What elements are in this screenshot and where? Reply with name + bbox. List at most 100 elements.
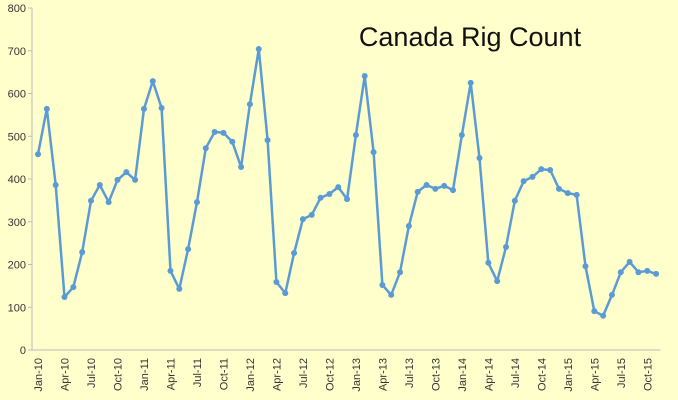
y-tick-label: 100	[8, 302, 26, 314]
data-point	[114, 176, 121, 183]
data-point	[193, 199, 200, 206]
data-point	[370, 149, 377, 156]
data-point	[158, 105, 165, 112]
data-point	[476, 155, 483, 162]
data-point	[617, 269, 624, 276]
y-tick-label: 500	[8, 131, 26, 143]
data-point	[211, 128, 218, 135]
data-point	[432, 185, 439, 192]
data-point	[582, 263, 589, 270]
data-point	[511, 197, 518, 204]
data-point	[185, 246, 192, 253]
data-point	[485, 259, 492, 266]
data-point	[653, 270, 660, 277]
data-point	[149, 78, 156, 85]
data-point	[423, 181, 430, 188]
data-point	[441, 182, 448, 189]
data-point	[140, 105, 147, 112]
x-tick-label: Apr-11	[165, 358, 177, 390]
data-point	[405, 223, 412, 230]
y-tick-label: 800	[8, 3, 26, 15]
data-point	[105, 199, 112, 206]
data-point	[87, 197, 94, 204]
data-point	[626, 258, 633, 265]
x-tick-label: Apr-14	[483, 358, 495, 391]
data-point	[35, 151, 42, 158]
x-tick-label: Jan-11	[139, 358, 151, 391]
data-point	[273, 279, 280, 286]
data-point	[600, 312, 607, 319]
data-point	[608, 291, 615, 298]
x-tick-label: Apr-12	[271, 358, 283, 391]
data-point	[564, 190, 571, 197]
data-point	[555, 185, 562, 192]
y-tick-label: 0	[20, 345, 26, 357]
data-point	[79, 249, 86, 256]
data-point	[291, 249, 298, 256]
data-point	[591, 308, 598, 315]
x-tick-label: Jul-10	[86, 358, 98, 388]
y-tick-label: 200	[8, 260, 26, 272]
data-point	[202, 145, 209, 152]
data-point	[317, 194, 324, 201]
data-point	[450, 187, 457, 194]
data-point	[529, 173, 536, 180]
y-tick-label: 300	[8, 217, 26, 229]
data-point	[388, 291, 395, 298]
x-tick-label: Jul-12	[298, 358, 310, 388]
x-tick-label: Jan-14	[457, 358, 469, 392]
x-tick-label: Jul-14	[510, 358, 522, 388]
data-point	[494, 278, 501, 285]
y-tick-label: 400	[8, 174, 26, 186]
data-point	[132, 176, 139, 183]
data-point	[264, 137, 271, 144]
data-point	[299, 216, 306, 223]
x-tick-label: Apr-13	[377, 358, 389, 391]
x-tick-label: Oct-10	[112, 358, 124, 391]
x-tick-label: Oct-12	[324, 358, 336, 391]
series-line	[36, 47, 657, 318]
data-point	[397, 269, 404, 276]
data-point	[96, 181, 103, 188]
data-point	[246, 101, 253, 108]
x-tick-label: Jul-11	[192, 358, 204, 387]
x-tick-label: Oct-13	[430, 358, 442, 391]
data-point	[220, 129, 227, 136]
data-point	[361, 72, 368, 79]
data-point	[43, 105, 50, 112]
x-tick-label: Jul-13	[404, 358, 416, 388]
data-point	[326, 190, 333, 197]
x-tick-label: Oct-14	[536, 358, 548, 391]
data-point	[573, 191, 580, 198]
data-point	[344, 196, 351, 203]
x-tick-label: Oct-11	[218, 358, 230, 390]
data-point	[70, 284, 77, 291]
data-point	[352, 131, 359, 138]
data-point	[167, 267, 174, 274]
x-tick-label: Jul-15	[616, 358, 628, 388]
data-point	[52, 181, 59, 188]
data-point	[503, 243, 510, 250]
data-point	[458, 131, 465, 138]
chart-title: Canada Rig Count	[359, 22, 582, 52]
data-point	[467, 79, 474, 86]
data-point	[255, 46, 262, 53]
data-point	[61, 293, 68, 300]
x-tick-label: Jan-10	[33, 358, 45, 392]
data-point	[282, 290, 289, 297]
data-point	[644, 267, 651, 274]
data-point	[176, 285, 183, 292]
x-tick-label: Jan-13	[351, 358, 363, 392]
data-point	[123, 169, 130, 176]
data-point	[414, 188, 421, 195]
data-point	[379, 282, 386, 289]
data-point	[238, 164, 245, 171]
data-point	[538, 166, 545, 173]
x-tick-label: Apr-10	[60, 358, 72, 391]
data-point	[520, 178, 527, 185]
y-tick-label: 600	[8, 89, 26, 101]
data-point	[547, 167, 554, 174]
x-tick-label: Jan-12	[245, 358, 257, 392]
data-point	[308, 211, 315, 218]
